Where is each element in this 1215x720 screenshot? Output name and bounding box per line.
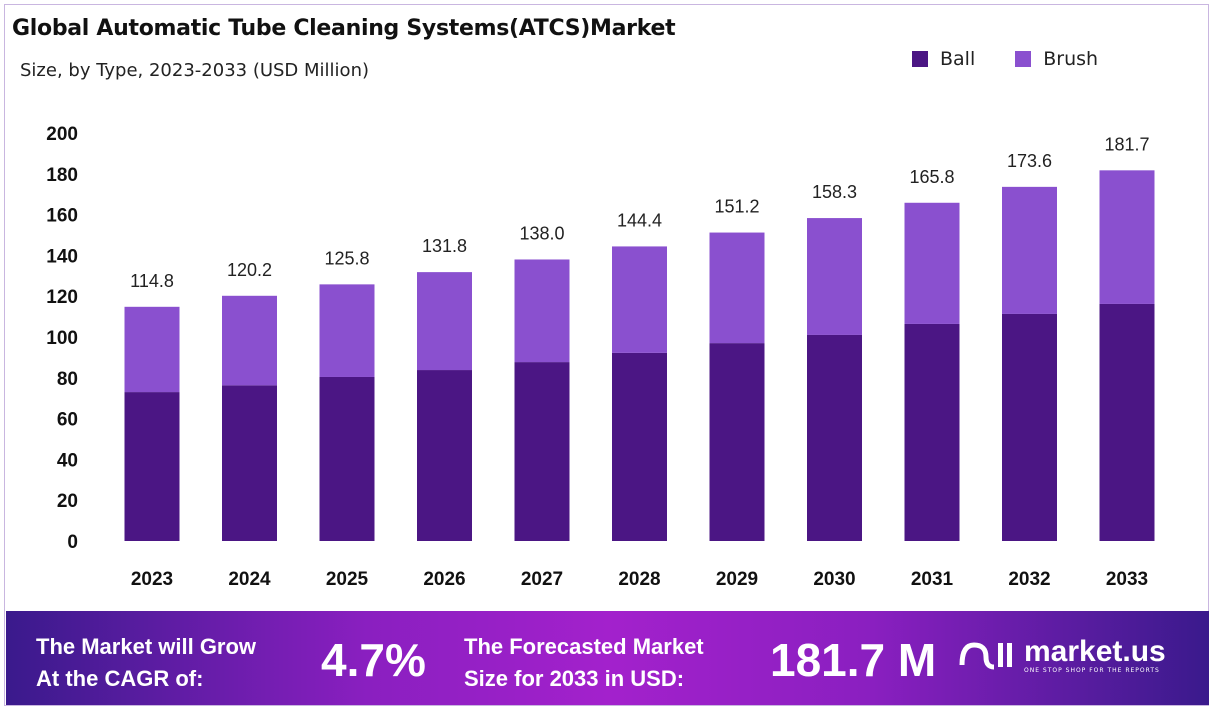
bar-ball-2030 bbox=[807, 334, 862, 541]
bar-ball-2024 bbox=[222, 385, 277, 541]
y-tick-label: 200 bbox=[46, 124, 78, 145]
data-label-total: 165.8 bbox=[909, 167, 954, 187]
x-tick-label: 2031 bbox=[911, 569, 954, 590]
y-tick-label: 100 bbox=[46, 328, 78, 349]
data-label-total: 151.2 bbox=[714, 197, 759, 217]
bar-brush-2030 bbox=[807, 218, 862, 335]
bar-brush-2027 bbox=[514, 259, 570, 363]
data-label-total: 144.4 bbox=[617, 210, 662, 230]
y-tick-label: 40 bbox=[57, 450, 78, 471]
bar-ball-2028 bbox=[612, 352, 667, 541]
footer-banner: The Market will Grow At the CAGR of: 4.7… bbox=[6, 611, 1209, 705]
legend-label-brush: Brush bbox=[1043, 48, 1099, 70]
cagr-value: 4.7% bbox=[321, 634, 426, 686]
bar-ball-2032 bbox=[1002, 313, 1057, 541]
y-tick-label: 120 bbox=[46, 287, 78, 308]
bar-brush-2032 bbox=[1002, 186, 1057, 314]
legend-swatch-ball bbox=[912, 51, 928, 67]
y-tick-label: 20 bbox=[57, 491, 78, 512]
forecast-label-line1: The Forecasted Market bbox=[464, 634, 704, 659]
y-tick-label: 60 bbox=[57, 410, 78, 431]
data-label-total: 181.7 bbox=[1104, 134, 1149, 154]
chart-subtitle: Size, by Type, 2023-2033 (USD Million) bbox=[20, 60, 369, 81]
market-us-logo: market.us ONE STOP SHOP FOR THE REPORTS bbox=[956, 635, 1166, 675]
logo-icon bbox=[959, 642, 1012, 670]
x-tick-label: 2026 bbox=[423, 569, 465, 590]
x-tick-label: 2027 bbox=[521, 569, 563, 590]
bar-ball-2026 bbox=[417, 370, 472, 541]
data-label-total: 138.0 bbox=[519, 223, 564, 243]
bar-brush-2031 bbox=[904, 202, 960, 324]
x-tick-label: 2028 bbox=[618, 569, 660, 590]
y-tick-label: 180 bbox=[46, 165, 78, 186]
bar-ball-2031 bbox=[904, 323, 960, 541]
x-tick-label: 2032 bbox=[1008, 569, 1050, 590]
data-label-total: 173.6 bbox=[1007, 151, 1052, 171]
cagr-label: The Market will Grow At the CAGR of: bbox=[36, 631, 256, 695]
bar-chart: 0 20 40 60 80 100 120 140 160 180 200 114.8 2023 120.… bbox=[46, 124, 1155, 590]
legend-item-brush: Brush bbox=[1015, 48, 1098, 70]
x-tick-label: 2029 bbox=[716, 569, 758, 590]
x-tick-label: 2025 bbox=[326, 569, 369, 590]
logo-tagline: ONE STOP SHOP FOR THE REPORTS bbox=[1024, 666, 1160, 674]
logo-name: market.us bbox=[1024, 634, 1166, 668]
data-label-total: 120.2 bbox=[227, 260, 272, 280]
legend-item-ball: Ball bbox=[912, 48, 975, 70]
y-tick-label: 80 bbox=[57, 369, 78, 390]
legend: Ball Brush bbox=[912, 48, 1098, 70]
bar-brush-2024 bbox=[222, 295, 277, 386]
forecast-value: 181.7 M bbox=[770, 634, 937, 686]
data-label-total: 114.8 bbox=[130, 271, 174, 291]
x-tick-label: 2033 bbox=[1106, 569, 1148, 590]
data-label-total: 131.8 bbox=[422, 236, 467, 256]
cagr-label-line2: At the CAGR of: bbox=[36, 666, 204, 691]
bar-brush-2033 bbox=[1099, 170, 1155, 304]
bar-ball-2027 bbox=[514, 362, 570, 541]
bar-ball-2025 bbox=[319, 376, 375, 541]
forecast-label-line2: Size for 2033 in USD: bbox=[464, 666, 685, 691]
bar-brush-2025 bbox=[319, 284, 375, 377]
forecast-label: The Forecasted Market Size for 2033 in U… bbox=[464, 631, 704, 695]
bar-ball-2023 bbox=[124, 392, 180, 541]
cagr-label-line1: The Market will Grow bbox=[36, 634, 257, 659]
bar-brush-2029 bbox=[709, 232, 765, 344]
bar-brush-2028 bbox=[612, 246, 667, 353]
y-tick-label: 160 bbox=[46, 206, 78, 227]
bar-brush-2026 bbox=[417, 272, 472, 371]
data-label-total: 125.8 bbox=[324, 248, 369, 268]
x-tick-label: 2024 bbox=[228, 569, 271, 590]
bar-ball-2029 bbox=[709, 343, 765, 541]
bar-brush-2023 bbox=[124, 306, 180, 393]
y-tick-label: 140 bbox=[46, 246, 78, 267]
y-tick-label: 0 bbox=[67, 532, 78, 553]
x-tick-label: 2023 bbox=[131, 569, 173, 590]
chart-title: Global Automatic Tube Cleaning Systems(A… bbox=[12, 16, 676, 41]
data-label-total: 158.3 bbox=[812, 182, 857, 202]
bar-ball-2033 bbox=[1099, 303, 1155, 541]
legend-swatch-brush bbox=[1015, 51, 1032, 67]
chart-frame bbox=[4, 4, 1209, 706]
x-tick-label: 2030 bbox=[813, 569, 855, 590]
legend-label-ball: Ball bbox=[940, 48, 976, 70]
